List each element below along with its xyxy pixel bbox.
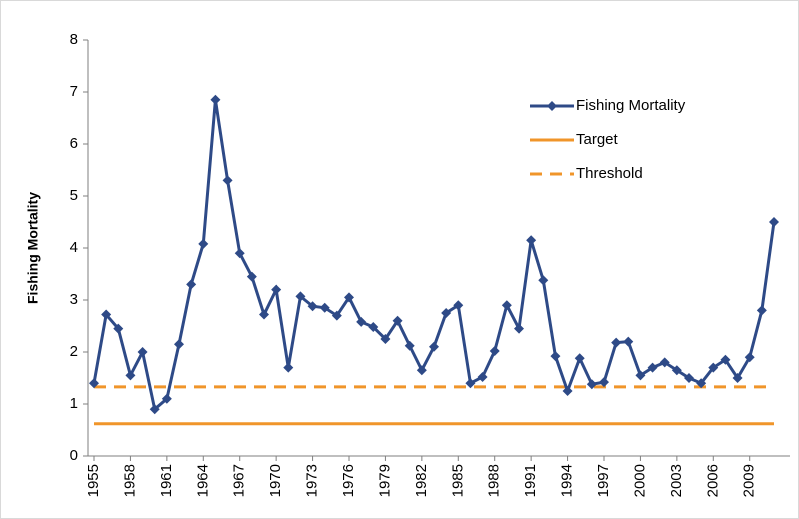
x-tick-label: 1988 xyxy=(486,464,503,497)
data-point xyxy=(489,345,500,356)
data-point xyxy=(198,238,209,249)
data-point xyxy=(222,175,233,186)
y-tick-label: 4 xyxy=(70,239,78,256)
data-point xyxy=(453,300,464,311)
data-point xyxy=(562,386,573,396)
y-tick-label: 6 xyxy=(70,135,78,152)
data-point xyxy=(137,347,148,357)
data-point xyxy=(404,340,415,351)
data-point xyxy=(635,370,646,381)
x-tick-label: 1970 xyxy=(267,464,284,497)
x-tick-label: 1961 xyxy=(158,464,175,497)
data-point xyxy=(186,279,197,290)
data-point xyxy=(149,404,160,415)
y-tick-label: 2 xyxy=(70,343,78,360)
data-point xyxy=(647,362,658,373)
data-point xyxy=(210,94,221,105)
data-point xyxy=(416,365,427,376)
data-point xyxy=(574,353,585,364)
data-point xyxy=(125,370,136,381)
y-tick-label: 1 xyxy=(70,395,78,412)
data-point xyxy=(756,305,767,316)
data-point xyxy=(295,291,306,302)
y-tick-label: 8 xyxy=(70,31,78,48)
data-point xyxy=(720,354,731,365)
data-point xyxy=(344,292,354,303)
data-point xyxy=(696,378,707,389)
data-point xyxy=(113,323,124,334)
data-point xyxy=(623,336,634,347)
data-point xyxy=(246,271,257,282)
x-tick-label: 1991 xyxy=(522,464,539,497)
data-point xyxy=(331,310,342,321)
data-point xyxy=(368,322,379,333)
data-point xyxy=(769,217,779,227)
data-point xyxy=(356,316,367,327)
data-point xyxy=(514,323,524,334)
x-tick-label: 2000 xyxy=(631,464,648,497)
data-point xyxy=(501,300,512,311)
x-tick-label: 2006 xyxy=(704,464,721,497)
data-point xyxy=(271,284,282,295)
x-tick-label: 1964 xyxy=(194,464,211,497)
data-point xyxy=(101,309,112,320)
y-tick-label: 0 xyxy=(70,447,78,464)
x-tick-label: 1997 xyxy=(595,464,612,497)
data-point xyxy=(465,378,476,389)
x-tick-label: 1994 xyxy=(559,464,576,497)
data-point xyxy=(671,365,682,376)
data-point xyxy=(392,315,403,326)
legend-label: Fishing Mortality xyxy=(576,97,686,114)
y-tick-label: 5 xyxy=(70,187,78,204)
data-point xyxy=(441,308,452,318)
data-point xyxy=(259,309,269,320)
x-tick-label: 1976 xyxy=(340,464,357,497)
legend-marker xyxy=(547,101,557,111)
x-tick-label: 1982 xyxy=(413,464,430,497)
data-point xyxy=(283,362,294,373)
data-point xyxy=(732,373,743,383)
data-point xyxy=(611,337,622,348)
legend-label: Threshold xyxy=(576,165,643,182)
data-point xyxy=(234,248,245,259)
legend-label: Target xyxy=(576,131,619,148)
data-point xyxy=(708,362,719,373)
data-point xyxy=(477,371,488,382)
y-tick-label: 7 xyxy=(70,83,78,100)
y-tick-label: 3 xyxy=(70,291,78,308)
data-point xyxy=(744,352,755,363)
x-tick-label: 1967 xyxy=(231,464,248,497)
data-point xyxy=(550,351,561,362)
x-tick-label: 1955 xyxy=(85,464,102,497)
x-tick-label: 1958 xyxy=(121,464,138,497)
data-point xyxy=(307,301,318,312)
x-tick-label: 1973 xyxy=(304,464,321,497)
data-point xyxy=(174,339,184,350)
x-tick-label: 2009 xyxy=(741,464,758,497)
x-tick-label: 2003 xyxy=(668,464,685,497)
data-point xyxy=(429,341,439,352)
data-point xyxy=(684,373,694,383)
x-tick-label: 1979 xyxy=(376,464,393,497)
data-point xyxy=(319,302,330,313)
data-point xyxy=(586,379,597,390)
y-axis-label: Fishing Mortality xyxy=(25,192,41,304)
x-tick-label: 1985 xyxy=(449,464,466,497)
data-point xyxy=(526,235,537,246)
data-point xyxy=(599,377,609,388)
data-point xyxy=(380,334,391,344)
data-point xyxy=(161,393,172,404)
data-point xyxy=(659,357,670,368)
data-point xyxy=(538,275,549,286)
data-point xyxy=(89,378,99,389)
